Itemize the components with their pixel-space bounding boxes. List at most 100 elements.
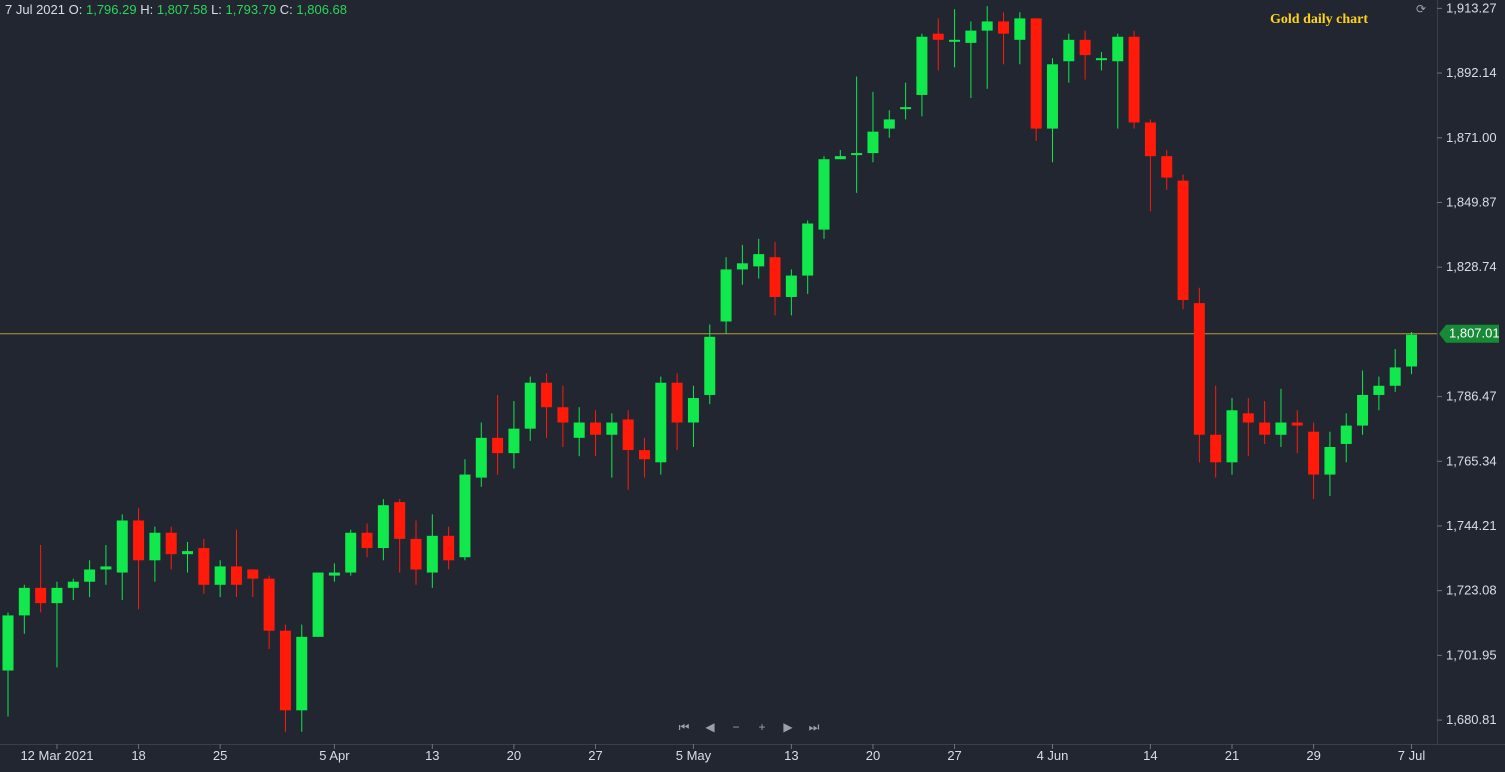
zoom-in-button[interactable]: + — [758, 720, 766, 734]
candle-body — [883, 119, 895, 129]
candle-body — [736, 263, 748, 270]
y-tick-label: 1,849.87 — [1446, 194, 1497, 209]
candle-body — [1406, 334, 1418, 367]
candle-body — [84, 569, 96, 582]
candle-body — [1210, 434, 1222, 463]
candle-body — [1226, 410, 1238, 463]
candle-body — [1259, 422, 1271, 435]
y-tick-label: 1,723.08 — [1446, 583, 1497, 598]
candle-body — [1193, 303, 1205, 435]
candle-body — [965, 30, 977, 43]
y-tick-label: 1,913.27 — [1446, 0, 1497, 15]
candle-body — [687, 398, 699, 423]
candle-body — [1340, 425, 1352, 444]
candle-body — [312, 572, 324, 637]
candle-body — [410, 538, 422, 570]
y-tick-label: 1,828.74 — [1446, 259, 1497, 274]
scroll-left-button[interactable]: ◀ — [705, 720, 715, 734]
y-tick-label: 1,680.81 — [1446, 712, 1497, 727]
current-price-label: 1,807.01 — [1449, 326, 1500, 341]
current-price-badge — [1439, 324, 1499, 343]
candle-body — [1112, 36, 1124, 62]
candle-body — [1161, 156, 1173, 178]
candle-body — [1389, 367, 1401, 386]
candle-body — [753, 254, 765, 267]
candle-body — [377, 505, 389, 549]
candle-body — [557, 407, 569, 423]
candle-body — [1144, 122, 1156, 157]
x-tick-label: 29 — [1306, 748, 1320, 763]
candle-body — [981, 21, 993, 31]
x-tick-label: 4 Jun — [1037, 748, 1069, 763]
candle-body — [818, 159, 830, 230]
zoom-out-button[interactable]: − — [732, 720, 740, 734]
scroll-to-end-button[interactable]: ⏭ — [808, 720, 820, 734]
x-tick-label: 7 Jul — [1398, 748, 1426, 763]
candle-body — [35, 587, 47, 604]
candle-body — [802, 223, 814, 276]
candle-body — [1291, 422, 1303, 426]
candle-body — [198, 548, 210, 585]
candle-body — [1242, 413, 1254, 423]
candle-body — [18, 587, 30, 616]
candle-body — [2, 615, 14, 671]
x-tick-label: 18 — [131, 748, 145, 763]
candle-body — [1014, 18, 1026, 40]
candle-body — [867, 131, 879, 154]
x-tick-label: 13 — [784, 748, 798, 763]
candle-body — [769, 257, 781, 297]
legend-open-label: O: — [68, 2, 83, 17]
scroll-right-button[interactable]: ▶ — [783, 720, 793, 734]
legend-close: 1,806.68 — [296, 2, 348, 17]
x-tick-label: 12 Mar 2021 — [20, 748, 93, 763]
x-tick-label: 27 — [947, 748, 961, 763]
x-tick-label: 20 — [866, 748, 880, 763]
y-tick-label: 1,701.95 — [1446, 647, 1497, 662]
candle-body — [590, 422, 602, 435]
scroll-to-start-button[interactable]: ⏮ — [678, 720, 690, 734]
legend-high: 1,807.58 — [156, 2, 208, 17]
x-tick-label: 5 May — [676, 748, 712, 763]
legend-date: 7 Jul 2021 — [5, 2, 65, 17]
candle-body — [834, 156, 846, 160]
candle-body — [704, 336, 716, 395]
candle-body — [361, 532, 373, 549]
candle-body — [622, 419, 634, 451]
candle-body — [345, 532, 357, 573]
candle-body — [720, 269, 732, 322]
candle-body — [214, 566, 226, 585]
candle-body — [67, 581, 79, 588]
candle-body — [426, 535, 438, 573]
chart-navigation: ⏮ ◀ − + ▶ ⏭ — [676, 720, 822, 735]
candle-body — [394, 502, 406, 539]
candle-body — [1357, 394, 1369, 426]
candle-body — [900, 107, 912, 110]
candle-body — [671, 382, 683, 423]
candle-body — [459, 474, 471, 558]
candle-body — [165, 532, 177, 555]
candle-body — [149, 532, 161, 561]
chart-title: Gold daily chart — [1270, 12, 1369, 27]
candle-body — [263, 578, 275, 631]
candle-body — [916, 36, 928, 95]
legend-open: 1,796.29 — [85, 2, 137, 17]
candle-body — [508, 428, 520, 454]
x-tick-label: 5 Apr — [319, 748, 350, 763]
candle-body — [606, 422, 618, 435]
x-tick-label: 25 — [213, 748, 227, 763]
candle-body — [998, 21, 1010, 34]
candle-body — [475, 437, 487, 478]
ohlc-legend: 7 Jul 2021 O: 1,796.29 H: 1,807.58 L: 1,… — [5, 2, 347, 17]
y-tick-label: 1,786.47 — [1446, 389, 1497, 404]
candle-body — [1177, 180, 1189, 301]
candle-body — [51, 587, 63, 604]
x-tick-label: 27 — [588, 748, 602, 763]
y-tick-label: 1,765.34 — [1446, 453, 1497, 468]
candle-body — [1308, 431, 1320, 475]
refresh-icon[interactable]: ⟳ — [1416, 2, 1427, 16]
candle-body — [541, 382, 553, 408]
candle-body — [1373, 385, 1385, 395]
candle-body — [279, 630, 291, 711]
x-tick-label: 13 — [425, 748, 439, 763]
